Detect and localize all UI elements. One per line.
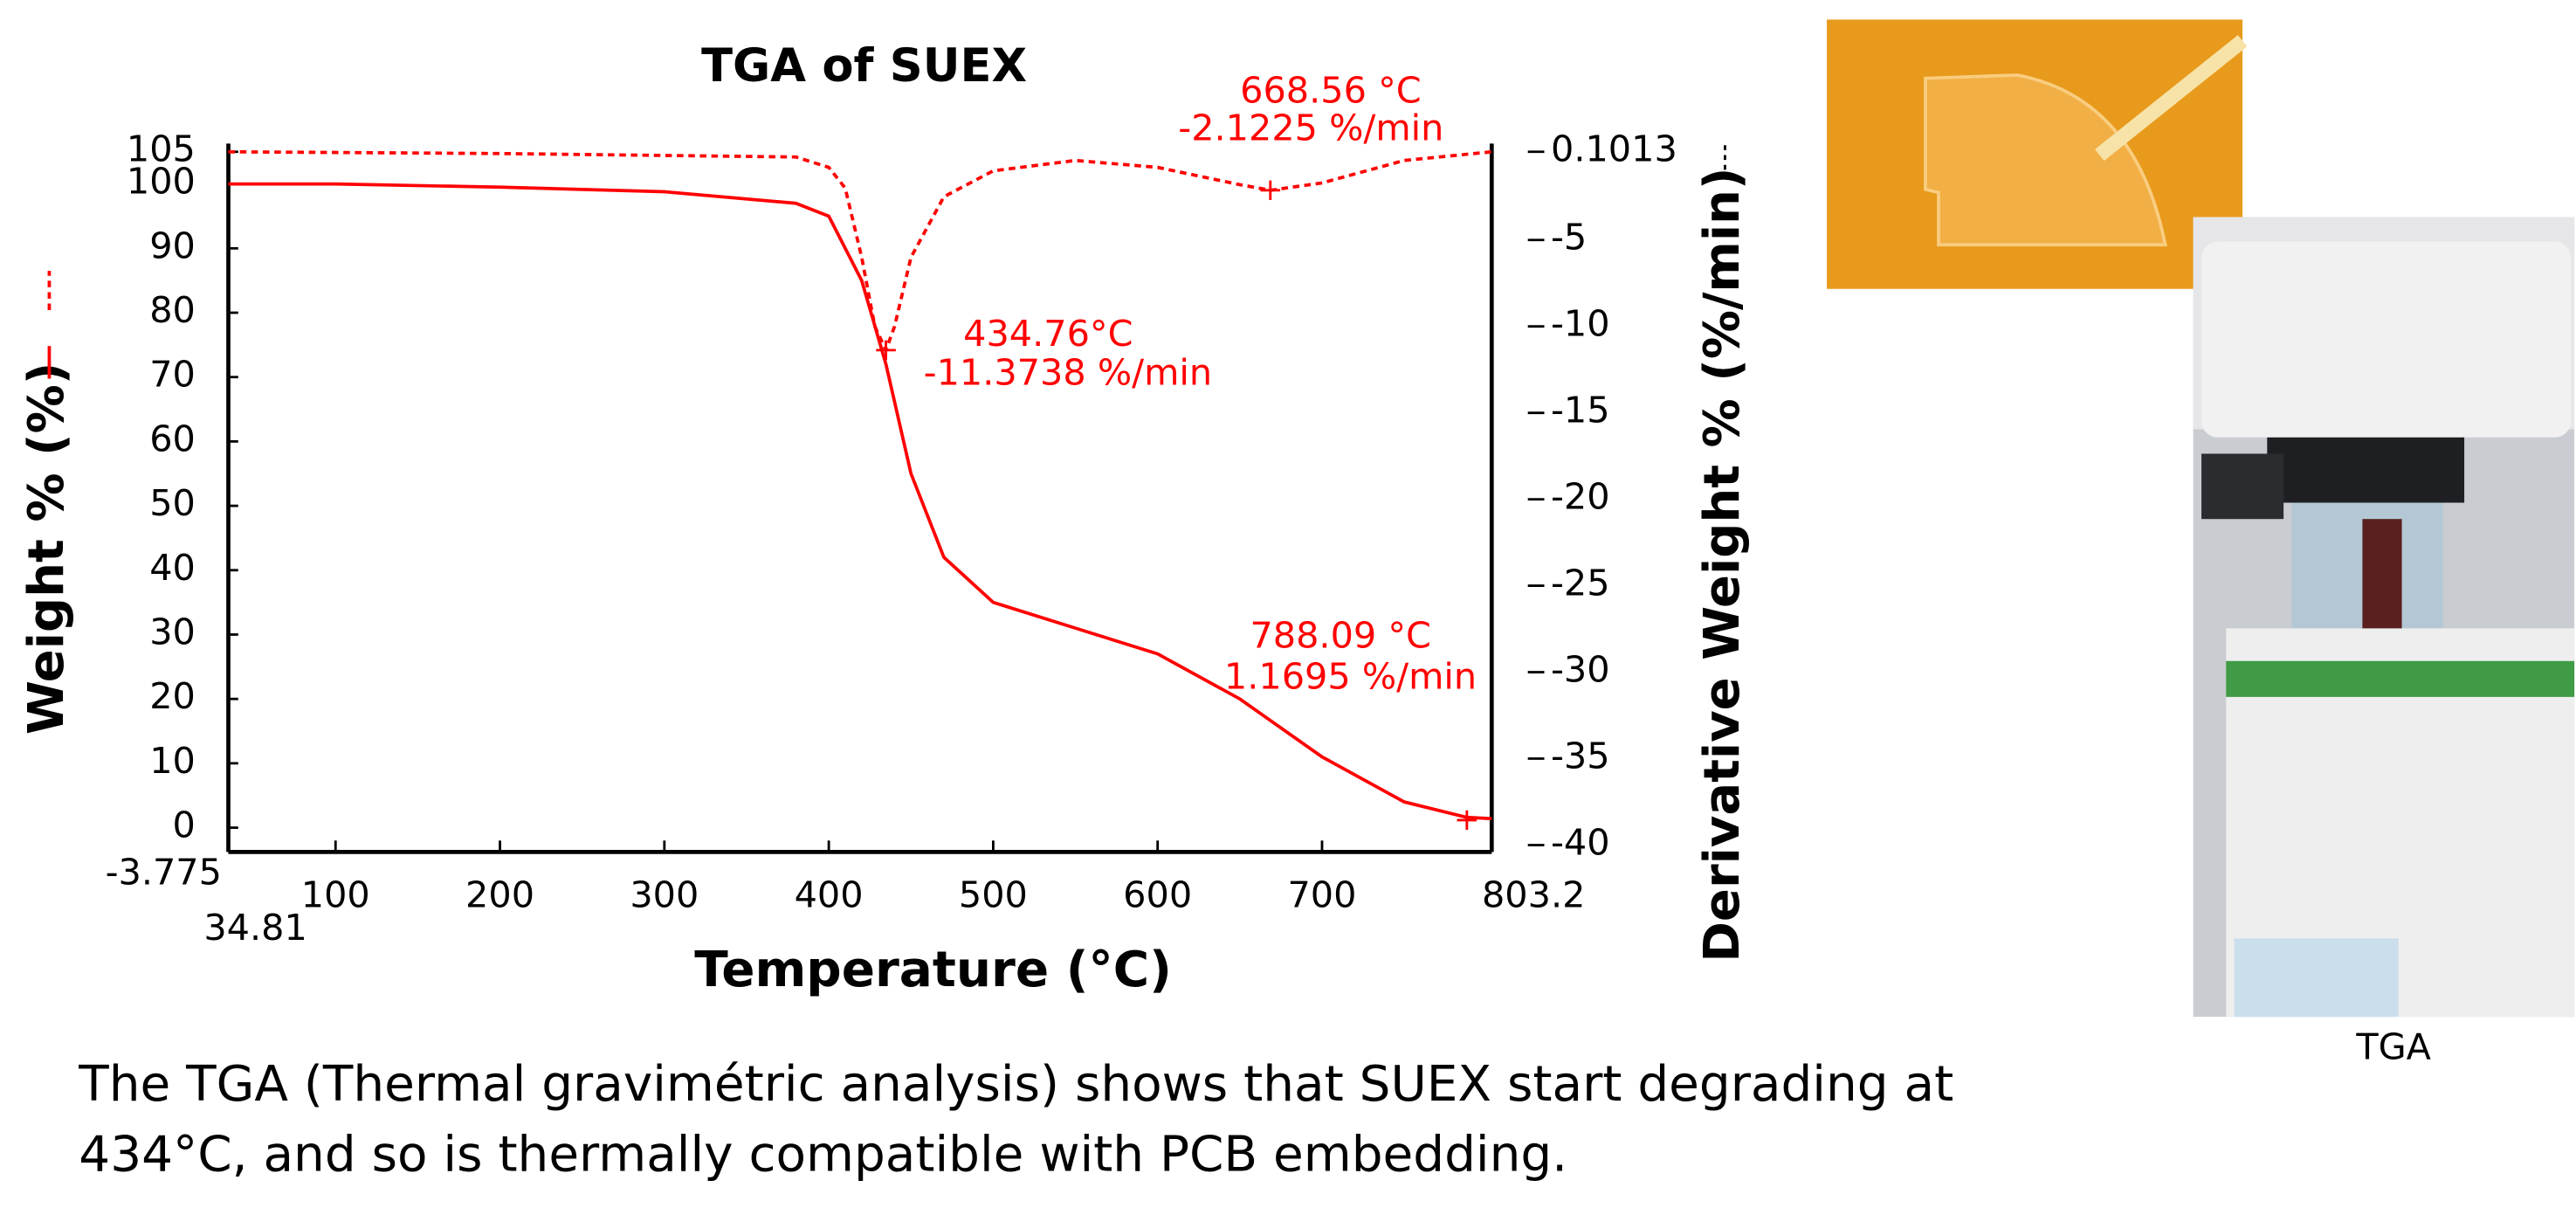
y2-tick-label: -35	[1551, 735, 1610, 777]
y2-tick-label: -30	[1551, 649, 1610, 691]
annotation-label: 668.56 °C	[1240, 70, 1422, 112]
photo-label: TGA	[2355, 1026, 2431, 1068]
annotation-label: -2.1225 %/min	[1178, 107, 1443, 149]
annotation-label: -11.3738 %/min	[924, 352, 1212, 394]
y2-tick-label: -40	[1551, 822, 1610, 864]
green-ring	[2226, 661, 2574, 697]
y2-tick-label: 0.1013	[1551, 128, 1677, 170]
x-tick-label: 400	[795, 874, 864, 916]
y-tick-label: 80	[149, 289, 196, 331]
series-line	[229, 152, 1492, 350]
y-tick-label: -3.775	[106, 852, 222, 894]
arm	[2201, 453, 2283, 519]
machine-photo	[2194, 217, 2574, 1018]
x-tick-label: 700	[1287, 874, 1356, 916]
annotation-marker	[1457, 811, 1477, 830]
y-tick-label: 20	[149, 675, 196, 717]
ring	[2267, 438, 2464, 503]
y2-tick-label: -15	[1551, 390, 1610, 431]
y2-tick-label: -20	[1551, 476, 1610, 518]
annotation-label: 788.09 °C	[1250, 615, 1431, 657]
y2-tick-label: -25	[1551, 563, 1610, 604]
caption-line: The TGA (Thermal gravimétric analysis) s…	[78, 1056, 1953, 1113]
y-tick-label: 90	[149, 224, 196, 266]
annotation-marker	[1260, 181, 1280, 200]
chart-title: TGA of SUEX	[701, 39, 1027, 93]
y-tick-label: 50	[149, 482, 196, 524]
y-axis-label: Weight % (%)	[18, 362, 75, 735]
reflection	[2235, 938, 2399, 1017]
annotation-label: 434.76°C	[963, 313, 1133, 355]
hood	[2201, 242, 2571, 438]
x-tick-label: 200	[465, 874, 534, 916]
y2-tick-label: -5	[1551, 217, 1587, 259]
y-tick-label: 105	[127, 128, 196, 170]
x-tick-label: 300	[630, 874, 699, 916]
sample-photo	[1827, 19, 2242, 288]
series-line	[229, 184, 1492, 819]
y2-tick-label: -10	[1551, 303, 1610, 345]
y-tick-label: 60	[149, 418, 196, 459]
x-tick-label: 500	[959, 874, 1028, 916]
y-tick-label: 70	[149, 354, 196, 396]
x-tick-label: 34.81	[203, 907, 307, 949]
x-tick-label: 803.2	[1482, 874, 1585, 916]
y2-axis-label: Derivative Weight % (%/min)	[1694, 167, 1751, 962]
caption-line: 434°C, and so is thermally compatible wi…	[79, 1127, 1567, 1184]
x-tick-label: 100	[301, 874, 370, 916]
annotation-label: 1.1695 %/min	[1224, 655, 1477, 697]
y-tick-label: 30	[149, 611, 196, 653]
y-tick-label: 40	[149, 547, 196, 589]
x-tick-label: 600	[1123, 874, 1192, 916]
y-tick-label: 0	[173, 804, 196, 846]
y-tick-label: 10	[149, 740, 196, 782]
x-axis-label: Temperature (°C)	[694, 942, 1172, 998]
page: TGA of SUEX Temperature (°C) Weight % (%…	[0, 0, 2576, 1205]
